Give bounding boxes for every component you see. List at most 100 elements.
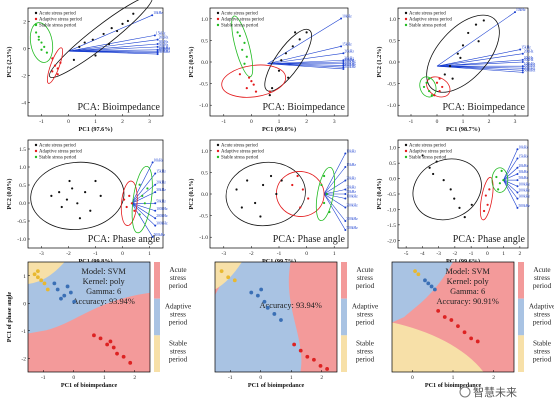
y-tick-label: -0.5 bbox=[387, 192, 396, 198]
x-tick-label: 1 bbox=[462, 119, 465, 125]
x-tick-label: 2 bbox=[519, 251, 522, 257]
loading-vector bbox=[267, 63, 344, 70]
vector-label: 200kHz bbox=[156, 214, 168, 218]
data-point bbox=[45, 287, 50, 292]
legend-marker bbox=[34, 143, 38, 147]
svm-legend-swatch bbox=[154, 298, 160, 336]
loading-vector-head bbox=[516, 179, 519, 182]
x-tick-label: 1 bbox=[452, 375, 455, 381]
confidence-ellipse-stable bbox=[315, 166, 335, 222]
confidence-ellipse-adaptive bbox=[46, 47, 64, 84]
loading-vector-head bbox=[521, 58, 524, 61]
legend-marker bbox=[34, 155, 38, 159]
loading-vector bbox=[503, 179, 518, 199]
data-point bbox=[78, 217, 82, 220]
vector-label: 30kHz bbox=[156, 188, 166, 192]
legend-marker bbox=[216, 23, 220, 27]
x-tick-label: 2 bbox=[121, 119, 124, 125]
svm-legend-label: stress bbox=[170, 311, 186, 319]
vector-label: 200kHz bbox=[346, 204, 358, 208]
legend-marker bbox=[404, 149, 408, 153]
data-point bbox=[325, 367, 330, 371]
y-tick-label: -4 bbox=[21, 101, 26, 107]
y-tick-label: 0.0 bbox=[201, 192, 208, 198]
legend-entry: Acute stress period bbox=[221, 12, 258, 17]
x-tick-label: 3 bbox=[148, 119, 151, 125]
data-point bbox=[442, 179, 445, 182]
panel-row1-col1: -1 0 1 2 3 2 0 -2 -4 PC1 (97.6%) PC2 (2.3%) 10kHz 15… bbox=[6, 0, 170, 133]
data-point bbox=[291, 183, 294, 187]
vector-label: 10kHz bbox=[154, 158, 164, 162]
svm-legend-label: period bbox=[169, 282, 188, 290]
data-point bbox=[296, 174, 299, 178]
svm-legend-label: stress bbox=[534, 347, 550, 355]
data-point bbox=[298, 348, 303, 353]
data-point bbox=[436, 308, 441, 313]
svm-legend: AcutestressperiodAdaptivestressperiodSta… bbox=[518, 262, 554, 372]
loading-vector-head bbox=[156, 45, 159, 48]
x-axis-label: PC1 (99.7%) bbox=[262, 258, 296, 265]
loading-vector-head bbox=[344, 220, 347, 222]
confidence-ellipse-adaptive bbox=[221, 64, 287, 98]
loading-vector-head bbox=[521, 61, 524, 63]
loading-vector bbox=[323, 153, 346, 195]
x-tick-label: 0 bbox=[436, 119, 439, 125]
vector-label: 30kHz bbox=[524, 56, 534, 60]
vector-label: 20kHz bbox=[156, 181, 166, 185]
data-point bbox=[232, 278, 237, 283]
legend-entry: Acute stress period bbox=[221, 144, 258, 149]
data-point bbox=[128, 360, 133, 365]
data-point bbox=[469, 336, 474, 341]
legend-marker bbox=[404, 155, 408, 159]
data-point bbox=[416, 272, 421, 277]
y-tick-label: -2 bbox=[21, 356, 26, 362]
data-point bbox=[458, 206, 461, 209]
loading-vector bbox=[436, 65, 523, 73]
y-tick-label: 1.0 bbox=[389, 146, 396, 152]
data-point bbox=[482, 209, 486, 213]
model-annotation: Gamma: 6 bbox=[86, 287, 121, 296]
y-axis-label: PC1 of phase angle bbox=[6, 292, 13, 343]
data-point bbox=[126, 19, 129, 23]
loading-vector bbox=[131, 173, 156, 204]
confidence-ellipse-acute bbox=[49, 0, 153, 78]
data-point bbox=[475, 339, 480, 344]
data-point bbox=[51, 57, 54, 60]
vector-label: 200kHz bbox=[518, 188, 530, 192]
loading-vector bbox=[131, 184, 156, 204]
vector-label: 100kHz bbox=[156, 207, 168, 211]
loading-vector bbox=[503, 179, 518, 209]
data-point bbox=[254, 201, 257, 205]
data-point bbox=[37, 35, 40, 38]
data-point bbox=[262, 299, 267, 304]
legend-entry: Adaptive stress period bbox=[39, 18, 82, 23]
data-point bbox=[56, 67, 59, 70]
data-point bbox=[252, 83, 255, 86]
x-axis-label: PC1 (97.6%) bbox=[78, 126, 112, 133]
data-point bbox=[269, 174, 273, 178]
loading-vector-head bbox=[516, 185, 519, 188]
y-tick-label: -0.5 bbox=[199, 82, 208, 88]
data-point bbox=[68, 290, 73, 295]
data-point bbox=[130, 202, 133, 205]
confidence-ellipse-stable bbox=[419, 76, 437, 98]
data-point bbox=[94, 54, 97, 57]
y-tick-label: 0.0 bbox=[19, 201, 26, 207]
data-point bbox=[243, 41, 246, 44]
data-point bbox=[141, 194, 144, 197]
loading-vector-head bbox=[516, 206, 519, 209]
x-tick-label: -1 bbox=[409, 119, 414, 125]
data-point bbox=[268, 90, 271, 93]
loading-vector bbox=[436, 65, 523, 69]
data-point bbox=[421, 154, 424, 157]
y-tick-label: -1.0 bbox=[17, 237, 26, 243]
y-tick-label: 0.0 bbox=[389, 60, 396, 66]
model-title: Model: SVM bbox=[81, 267, 126, 276]
loading-vector bbox=[68, 39, 158, 52]
data-point bbox=[94, 179, 97, 183]
data-point bbox=[426, 281, 431, 286]
data-point bbox=[248, 76, 251, 79]
data-point bbox=[280, 179, 283, 182]
y-tick-label: 0.5 bbox=[201, 38, 208, 44]
svm-legend: AcutestressperiodAdaptivestressperiodSta… bbox=[341, 262, 378, 372]
